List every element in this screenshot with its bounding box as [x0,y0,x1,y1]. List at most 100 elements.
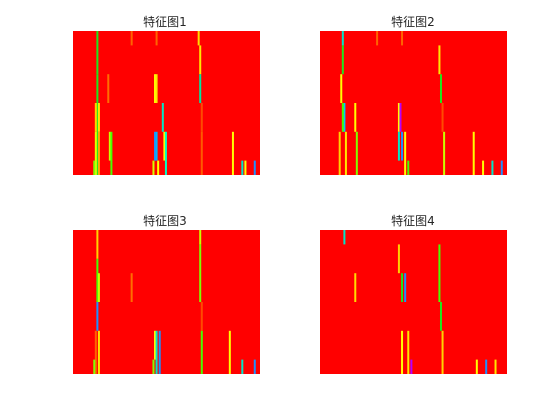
heatmap-cell [130,31,133,46]
heatmap-cell [199,230,202,245]
heatmap-cell [155,131,158,161]
heatmap-cell [475,359,478,374]
heatmap-cell [343,103,346,132]
heatmap-cell [401,31,404,46]
heatmap-cell [485,359,488,374]
heatmap-panel-1: 特征图1 [73,14,260,175]
panel-4-plot-area [320,230,507,374]
heatmap-cell [410,359,413,374]
heatmap-cell [200,302,203,331]
panel-4-cells [343,230,497,374]
panel-2-title: 特征图2 [391,14,435,29]
panel-4-heatmap-base [320,230,507,374]
heatmap-cell [96,230,99,259]
heatmap-cell [244,160,247,175]
heatmap-cell [161,103,164,132]
heatmap-cell [354,273,357,302]
heatmap-cell [439,302,442,331]
heatmap-cell [253,160,256,175]
heatmap-cell [376,31,379,46]
panel-1-plot-area [73,31,260,175]
heatmap-cell [482,160,485,175]
heatmap-cell [407,160,410,175]
panel-1-cells [93,31,256,175]
heatmap-cell [110,131,113,175]
heatmap-cell [438,244,441,302]
panel-3-cells [93,230,256,374]
heatmap-cell [152,359,155,374]
heatmap-cell [154,330,157,360]
heatmap-cell [241,160,244,175]
heatmap-cell [253,359,256,374]
heatmap-panel-2: 特征图2 [320,14,507,175]
panel-3-plot-area [73,230,260,374]
heatmap-cell [397,244,400,274]
heatmap-cell [155,74,158,103]
heatmap-cell [152,160,155,175]
heatmap-cell [155,31,158,46]
heatmap-cell [200,131,203,175]
heatmap-cell [200,103,203,132]
heatmap-panel-4: 特征图4 [320,213,507,374]
heatmap-cell [163,131,166,161]
heatmap-cell [200,330,203,374]
heatmap-cell [97,330,100,374]
heatmap-cell [228,330,231,374]
heatmap-cell [441,103,444,132]
heatmap-cell [340,74,343,103]
heatmap-cell [94,330,97,374]
heatmap-cell [199,74,202,103]
heatmap-cell [241,359,244,374]
heatmap-cell [401,131,404,161]
heatmap-cell [407,330,410,374]
heatmap-cell [157,160,160,175]
heatmap-cell [397,103,400,132]
heatmap-cell [404,131,407,175]
heatmap-cell [401,273,404,302]
heatmap-panel-3: 特征图3 [73,213,260,374]
heatmap-cell [197,31,200,46]
panel-2-plot-area [320,31,507,175]
heatmap-cell [97,273,100,302]
heatmap-cell [438,45,441,75]
panel-4-title: 特征图4 [391,213,435,228]
heatmap-cell [130,273,133,302]
heatmap-cell [93,359,96,374]
heatmap-cell [158,330,161,374]
heatmap-cell [199,244,202,302]
heatmap-cell [338,131,341,175]
heatmap-cell [500,160,503,175]
heatmap-cell [355,131,358,175]
heatmap-cell [443,131,446,175]
panel-1-title: 特征图1 [143,14,187,29]
heatmap-cell [441,330,444,374]
heatmap-cell [93,160,96,175]
heatmap-cell [107,74,110,103]
heatmap-cell [354,103,357,132]
heatmap-cell [341,31,344,46]
panel-2-cells [338,31,503,175]
heatmap-cell [341,45,344,75]
heatmap-cell [94,103,97,132]
heatmap-cell [94,131,97,175]
heatmap-cell [491,160,494,175]
panel-3-title: 特征图3 [143,213,187,228]
heatmap-cell [96,258,99,302]
heatmap-cell [401,330,404,374]
heatmap-cell [97,103,100,132]
heatmap-cell [199,45,202,75]
heatmap-cell [344,131,347,175]
heatmap-cell [164,131,167,175]
heatmap-cell [154,131,157,161]
heatmap-cell [397,131,400,161]
heatmap-cell [341,103,344,132]
heatmap-cell [96,74,99,175]
heatmap-cell [97,131,100,175]
heatmap-cell [494,359,497,374]
heatmap-cell [96,302,99,331]
heatmap-cell [404,273,407,302]
heatmap-cell [108,131,111,161]
heatmap-cell [96,31,99,75]
heatmap-cell [155,330,158,374]
